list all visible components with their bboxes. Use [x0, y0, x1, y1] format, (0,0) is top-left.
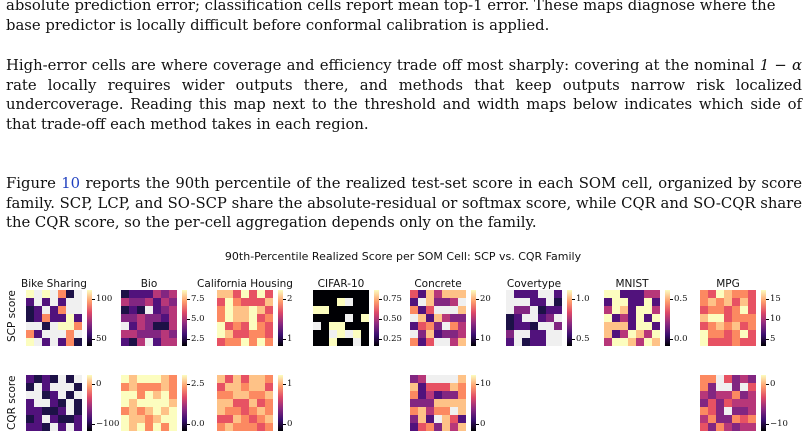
panel-title-california-housing: California Housing [197, 278, 293, 290]
colorbar-tick-label: 2.5 [187, 334, 205, 345]
paragraph-high-error-rest: rate locally requires wider outputs ther… [6, 76, 802, 133]
colorbar-cqr-mpg [761, 375, 766, 431]
colorbar-cqr-california-housing [278, 375, 283, 431]
alpha-math: 1 − α [759, 57, 802, 74]
som-map-cqr-concrete [410, 375, 467, 432]
paragraph-figure-rest: reports the 90th percentile of the reali… [6, 175, 802, 231]
colorbar-tick-label: 0.75 [379, 294, 402, 305]
colorbar-tick-label: 1 [282, 379, 293, 390]
colorbar-tick-label: 0.25 [379, 334, 402, 345]
paragraph-intro-line1: absolute prediction error; classificatio… [6, 0, 776, 14]
panel-title-cifar-10: CIFAR-10 [317, 278, 365, 290]
colorbar-scp-mpg [761, 290, 766, 346]
colorbar-scp-covertype [567, 290, 572, 346]
som-map-scp-concrete [410, 290, 467, 347]
som-map-scp-cifar-10 [313, 290, 370, 347]
som-map-scp-mnist [604, 290, 661, 347]
som-map-cqr-california-housing [217, 375, 274, 432]
paragraph-figure-ref: Figure 10 reports the 90th percentile of… [6, 174, 802, 233]
colorbar-cqr-bio [182, 375, 187, 431]
colorbar-cqr-bike-sharing [87, 375, 92, 431]
colorbar-tick-label: 1 [282, 334, 293, 345]
colorbar-tick-label: 0.50 [379, 314, 402, 325]
colorbar-tick-label: 5.0 [187, 314, 205, 325]
colorbar-tick-label: 2.5 [187, 379, 205, 390]
colorbar-cqr-concrete [471, 375, 476, 431]
colorbar-tick-label: 0.5 [572, 334, 590, 345]
colorbar-scp-cifar-10 [374, 290, 379, 346]
colorbar-tick-label: 7.5 [187, 294, 205, 305]
panel-title-mpg: MPG [716, 278, 740, 290]
paragraph-intro-line2: base predictor is locally difficult befo… [6, 16, 550, 34]
panel-title-mnist: MNIST [615, 278, 649, 290]
colorbar-tick-label: 0.5 [670, 294, 688, 305]
colorbar-tick-label: 0.0 [187, 419, 205, 430]
colorbar-tick-label: 15 [766, 294, 781, 305]
som-map-scp-covertype [506, 290, 563, 347]
colorbar-tick-label: 10 [766, 314, 781, 325]
colorbar-scp-bike-sharing [87, 290, 92, 346]
colorbar-tick-label: 20 [476, 294, 491, 305]
paragraph-high-error-start: High-error cells are where coverage and … [6, 57, 755, 74]
figure-title: 90th-Percentile Realized Score per SOM C… [224, 250, 582, 263]
row-label-cqr: CQR score [6, 375, 18, 430]
som-map-cqr-bio [121, 375, 178, 432]
som-map-scp-california-housing [217, 290, 274, 347]
colorbar-scp-california-housing [278, 290, 283, 346]
figure-ref-link[interactable]: 10 [61, 175, 81, 192]
colorbar-tick-label: 2 [282, 294, 293, 305]
som-map-scp-mpg [700, 290, 757, 347]
colorbar-scp-mnist [665, 290, 670, 346]
colorbar-tick-label: 0.0 [670, 334, 688, 345]
colorbar-tick-label: 0 [282, 419, 293, 430]
paragraph-figure-start: Figure [6, 175, 62, 192]
colorbar-tick-label: −100 [91, 419, 120, 430]
som-map-scp-bike-sharing [26, 290, 83, 347]
colorbar-scp-concrete [471, 290, 476, 346]
panel-title-bio: Bio [140, 278, 158, 290]
colorbar-tick-label: 10 [476, 334, 491, 345]
paragraph-high-error: High-error cells are where coverage and … [6, 56, 802, 134]
panel-title-bike-sharing: Bike Sharing [21, 278, 87, 290]
colorbar-tick-label: 0 [475, 419, 486, 430]
colorbar-tick-label: 0 [765, 379, 776, 390]
colorbar-scp-bio [182, 290, 187, 346]
colorbar-tick-label: 1.0 [572, 294, 590, 305]
som-map-scp-bio [121, 290, 178, 347]
colorbar-tick-label: −10 [766, 419, 788, 430]
colorbar-tick-label: 0 [91, 379, 102, 390]
colorbar-tick-label: 5 [765, 334, 776, 345]
row-label-scp: SCP score [6, 290, 18, 342]
som-map-cqr-bike-sharing [26, 375, 83, 432]
panel-title-covertype: Covertype [506, 278, 562, 290]
panel-title-concrete: Concrete [414, 278, 462, 290]
paragraph-intro: absolute prediction error; classificatio… [6, 0, 802, 35]
colorbar-tick-label: 10 [476, 379, 491, 390]
colorbar-tick-label: 50 [92, 334, 107, 345]
som-map-cqr-mpg [700, 375, 757, 432]
colorbar-tick-label: 100 [91, 294, 113, 305]
